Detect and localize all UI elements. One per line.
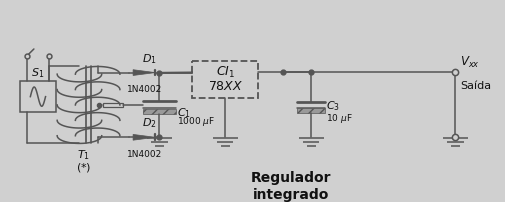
Text: 1000 $\mu$F: 1000 $\mu$F [177, 115, 215, 128]
Text: Saída: Saída [460, 81, 491, 91]
Bar [192, 61, 258, 98]
Text: $D_1$: $D_1$ [141, 52, 157, 66]
Text: $T_1$: $T_1$ [77, 149, 90, 162]
Bar [20, 81, 56, 112]
Bar [143, 109, 175, 114]
Text: $V_{xx}$: $V_{xx}$ [460, 55, 479, 70]
Text: $CI_1$: $CI_1$ [215, 65, 234, 80]
Polygon shape [133, 70, 155, 76]
Text: $(*)$: $(*)$ [76, 161, 91, 174]
Bar [296, 108, 325, 113]
Text: Regulador
integrado: Regulador integrado [250, 171, 331, 202]
Bar [103, 103, 123, 107]
Text: $C_3$: $C_3$ [326, 100, 340, 113]
Text: 10 $\mu$F: 10 $\mu$F [326, 112, 352, 125]
Text: 1N4002: 1N4002 [126, 85, 162, 94]
Text: $C_1$: $C_1$ [177, 107, 191, 121]
Text: 1N4002: 1N4002 [126, 149, 162, 159]
Polygon shape [133, 134, 155, 140]
Text: $S_1$: $S_1$ [31, 66, 44, 80]
Text: $78XX$: $78XX$ [207, 80, 242, 94]
Text: $D_2$: $D_2$ [141, 117, 157, 130]
